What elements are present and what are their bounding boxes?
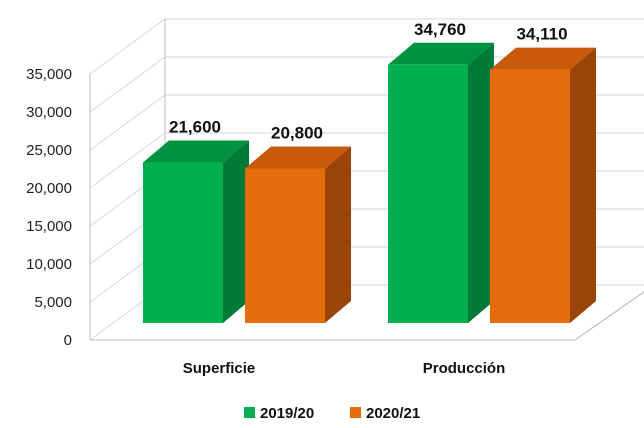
bar-producción-2019-20 xyxy=(388,64,468,323)
x-tick-label: Producción xyxy=(423,360,506,377)
y-axis-tick-labels: 0 5,000 10,000 15,000 20,000 25,000 30,000 35,0… xyxy=(26,66,72,349)
bar-superficie-2019-20 xyxy=(143,162,223,323)
bars xyxy=(143,42,596,324)
bar-superficie-2020-21 xyxy=(245,168,325,323)
legend: 2019/20 2020/21 xyxy=(244,405,420,422)
data-label: 34,110 xyxy=(516,25,567,44)
data-label: 21,600 xyxy=(169,118,221,137)
data-label: 20,800 xyxy=(271,123,323,142)
bar-side-superficie-1 xyxy=(325,146,351,323)
y-tick-label: 20,000 xyxy=(26,180,72,197)
y-tick-label: 10,000 xyxy=(26,256,72,273)
y-tick-label: 0 xyxy=(64,332,72,349)
category-labels: Superficie Producción xyxy=(183,360,506,377)
gridline-left-5 xyxy=(89,94,166,151)
bar-side-producción-0 xyxy=(468,42,494,323)
data-label: 34,760 xyxy=(414,20,466,39)
bar-side-superficie-0 xyxy=(223,140,249,323)
legend-swatch xyxy=(244,407,255,418)
y-tick-label: 15,000 xyxy=(26,218,72,235)
legend-entry: 2020/21 xyxy=(366,405,420,422)
bar-top-superficie-0 xyxy=(143,140,249,163)
x-tick-label: Superficie xyxy=(183,360,256,377)
data-labels: 21,600 20,800 34,760 34,110 xyxy=(169,20,568,143)
gridline-left-7 xyxy=(89,18,166,75)
bar-producción-2020-21 xyxy=(490,69,570,324)
y-tick-label: 5,000 xyxy=(34,294,72,311)
legend-swatch xyxy=(350,407,361,418)
bar-top-superficie-1 xyxy=(245,146,351,169)
bar-top-producción-1 xyxy=(490,47,596,70)
gridline-left-4 xyxy=(89,132,166,189)
legend-entry: 2019/20 xyxy=(260,405,314,422)
gridline-left-6 xyxy=(89,56,166,113)
bar-side-producción-1 xyxy=(570,47,596,324)
y-tick-label: 35,000 xyxy=(26,66,72,83)
floor-right-edge xyxy=(574,291,644,341)
y-tick-label: 30,000 xyxy=(26,104,72,121)
bar-top-producción-0 xyxy=(388,42,494,65)
y-tick-label: 25,000 xyxy=(26,142,72,159)
